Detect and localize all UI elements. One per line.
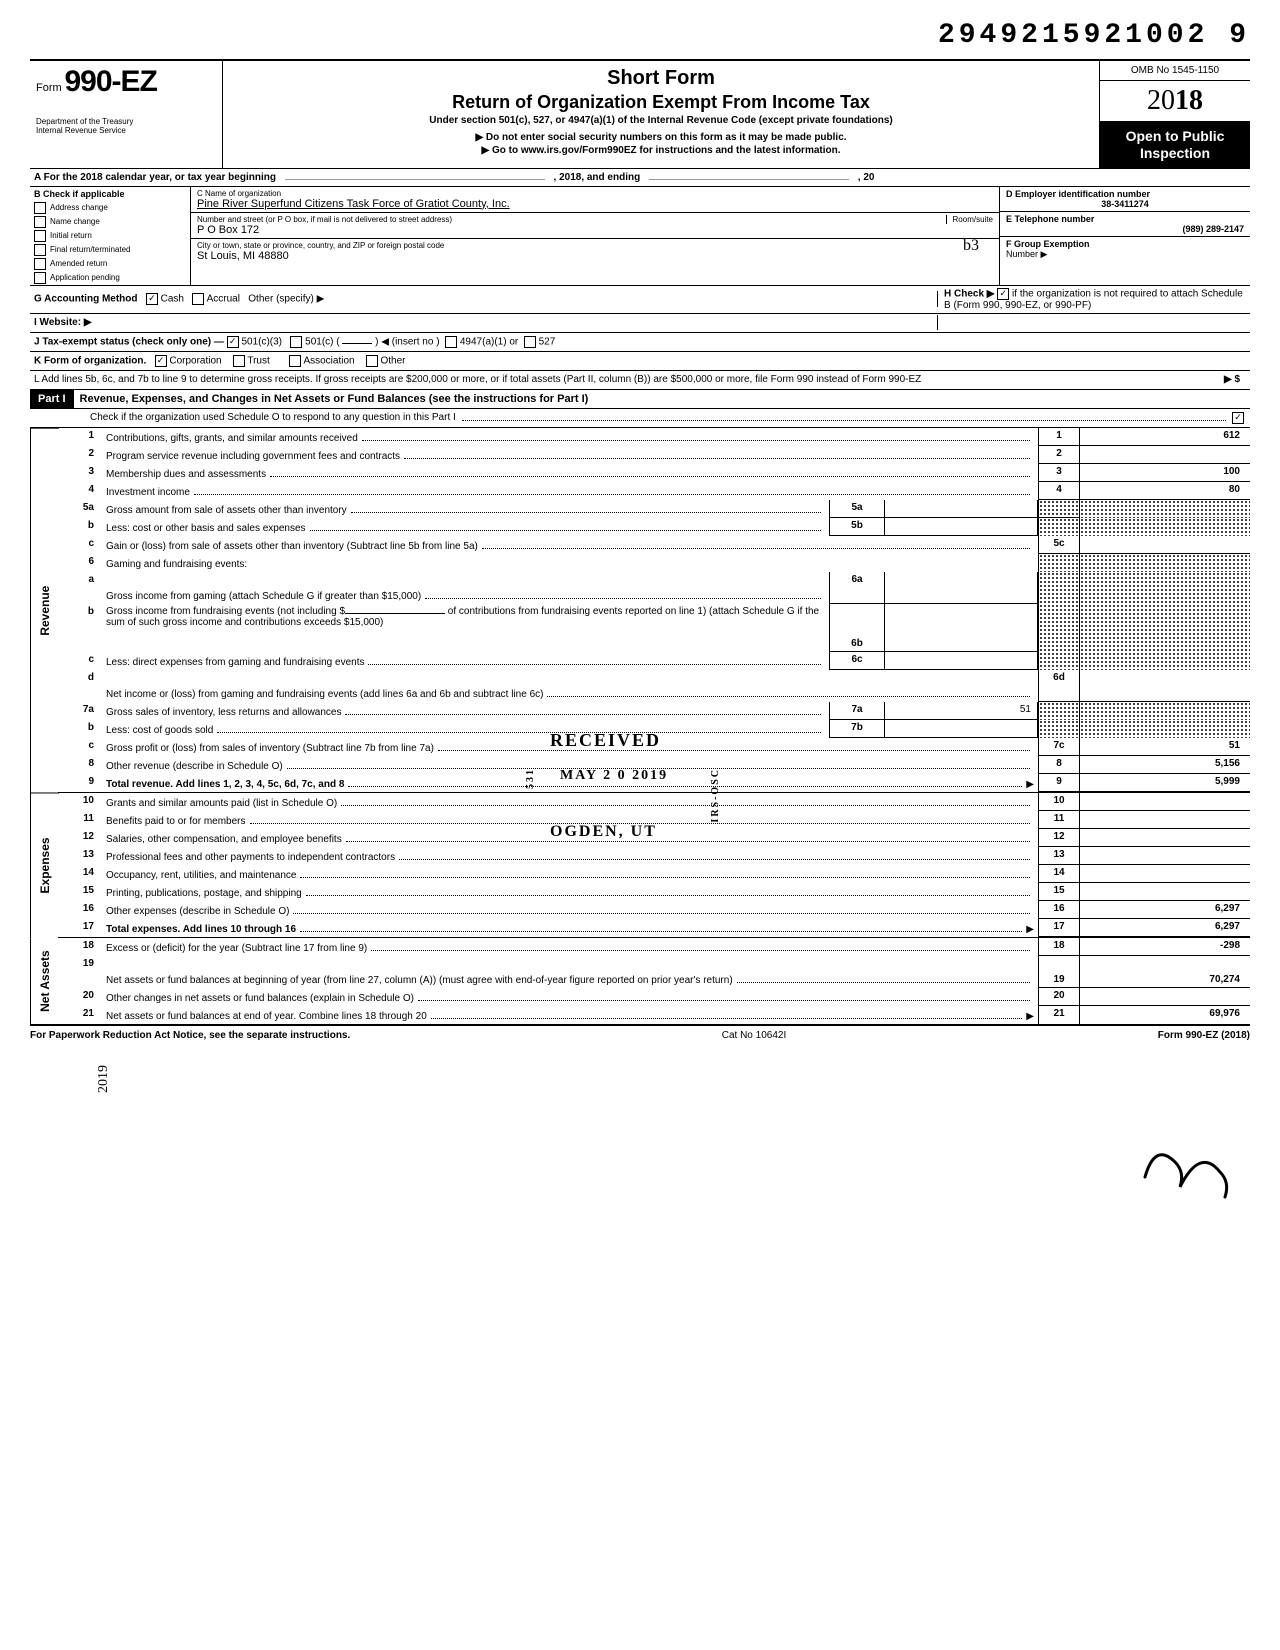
room-suite-label: Room/suite — [946, 215, 993, 224]
chk-527[interactable] — [524, 336, 536, 348]
chk-association[interactable] — [289, 355, 301, 367]
chk-corporation[interactable] — [155, 355, 167, 367]
row-g-label: G Accounting Method — [34, 294, 138, 305]
footer-formno: Form 990-EZ (2018) — [1158, 1030, 1250, 1041]
label-city: City or town, state or province, country… — [197, 241, 993, 250]
side-revenue: Revenue — [30, 428, 59, 793]
row-j-label: J Tax-exempt status (check only one) — — [34, 336, 224, 347]
footer-paperwork: For Paperwork Reduction Act Notice, see … — [30, 1030, 350, 1041]
part1-check-text: Check if the organization used Schedule … — [90, 412, 456, 424]
title-return: Return of Organization Exempt From Incom… — [231, 92, 1091, 113]
row-h-label: H Check ▶ — [944, 288, 994, 299]
label-org-name: C Name of organization — [197, 189, 993, 198]
row-i-website: I Website: ▶ — [34, 317, 92, 328]
chk-501c3[interactable] — [227, 336, 239, 348]
title-short-form: Short Form — [231, 67, 1091, 90]
chk-name-change[interactable] — [34, 216, 46, 228]
label-phone: E Telephone number — [1006, 214, 1244, 224]
line5c-value — [1080, 536, 1250, 554]
form-prefix: Form — [36, 82, 62, 94]
label-ein: D Employer identification number — [1006, 189, 1244, 199]
line8-value: 5,156 — [1080, 756, 1250, 774]
side-netassets: Net Assets — [30, 939, 59, 1024]
stamp-ogden: OGDEN, UT — [550, 823, 657, 841]
row-l-arrow: ▶ $ — [1224, 374, 1240, 385]
chk-other-org[interactable] — [366, 355, 378, 367]
col-b-checkboxes: B Check if applicable Address change Nam… — [30, 187, 191, 285]
line19-value: 70,274 — [1080, 956, 1250, 988]
line11-value — [1080, 811, 1250, 829]
chk-schedule-b[interactable] — [997, 288, 1009, 300]
line17-value: 6,297 — [1080, 919, 1250, 937]
city-state-zip: St Louis, MI 48880 — [197, 250, 993, 262]
vertical-year: 2019 — [96, 1065, 112, 1093]
form-number: 990-EZ — [64, 65, 156, 98]
line21-value: 69,976 — [1080, 1006, 1250, 1024]
form-header: Form 990-EZ Department of the Treasury I… — [30, 59, 1250, 169]
row-a-calendar-year: A For the 2018 calendar year, or tax yea… — [30, 169, 1250, 187]
row-l-text: L Add lines 5b, 6c, and 7b to line 9 to … — [34, 374, 921, 385]
row-k-label: K Form of organization. — [34, 355, 146, 366]
handwritten-note: b3 — [963, 237, 979, 255]
subtitle: Under section 501(c), 527, or 4947(a)(1)… — [231, 115, 1091, 126]
dept-irs: Internal Revenue Service — [36, 126, 216, 135]
chk-pending[interactable] — [34, 272, 46, 284]
line12-value — [1080, 829, 1250, 847]
line9-value: 5,999 — [1080, 774, 1250, 792]
part1-title: Revenue, Expenses, and Changes in Net As… — [74, 390, 1250, 408]
stamp-date: MAY 2 0 2019 — [560, 768, 668, 784]
phone-value: (989) 289-2147 — [1006, 224, 1244, 234]
stamp-531: 531 — [525, 768, 536, 789]
arrow-ssn: ▶ Do not enter social security numbers o… — [231, 132, 1091, 143]
line7a-value: 51 — [885, 702, 1038, 720]
chk-4947[interactable] — [445, 336, 457, 348]
chk-address-change[interactable] — [34, 202, 46, 214]
chk-501c[interactable] — [290, 336, 302, 348]
chk-schedule-o[interactable] — [1232, 412, 1244, 424]
stamp-irs-osc: IRS-OSC — [710, 768, 721, 823]
signature — [30, 1127, 1250, 1210]
line7c-value: 51 — [1080, 738, 1250, 756]
line20-value — [1080, 988, 1250, 1006]
chk-amended[interactable] — [34, 258, 46, 270]
side-expenses: Expenses — [30, 792, 59, 938]
chk-cash[interactable] — [146, 293, 158, 305]
org-name: Pine River Superfund Citizens Task Force… — [197, 198, 993, 210]
line6d-value — [1080, 670, 1250, 702]
barcode-number: 2949215921002 9 — [30, 20, 1250, 51]
line1-value: 612 — [1080, 428, 1250, 446]
line4-value: 80 — [1080, 482, 1250, 500]
tax-year: 2018 — [1100, 81, 1250, 122]
line2-value — [1080, 446, 1250, 464]
po-box: P O Box 172 — [197, 224, 993, 236]
line15-value — [1080, 883, 1250, 901]
label-group-number: Number ▶ — [1006, 249, 1244, 260]
line13-value — [1080, 847, 1250, 865]
open-public: Open to PublicInspection — [1100, 122, 1250, 168]
label-group-exempt: F Group Exemption — [1006, 239, 1244, 249]
arrow-website: ▶ Go to www.irs.gov/Form990EZ for instru… — [231, 145, 1091, 156]
line14-value — [1080, 865, 1250, 883]
footer-catno: Cat No 10642I — [722, 1030, 787, 1041]
line10-value — [1080, 793, 1250, 811]
label-address: Number and street (or P O box, if mail i… — [197, 215, 993, 224]
line16-value: 6,297 — [1080, 901, 1250, 919]
part1-label: Part I — [30, 390, 74, 408]
stamp-received: RECEIVED — [550, 730, 661, 751]
dept-treasury: Department of the Treasury — [36, 117, 216, 126]
chk-final-return[interactable] — [34, 244, 46, 256]
chk-trust[interactable] — [233, 355, 245, 367]
ein-value: 38-3411274 — [1006, 199, 1244, 209]
omb-number: OMB No 1545-1150 — [1100, 61, 1250, 81]
line3-value: 100 — [1080, 464, 1250, 482]
chk-initial-return[interactable] — [34, 230, 46, 242]
chk-accrual[interactable] — [192, 293, 204, 305]
line18-value: -298 — [1080, 938, 1250, 956]
